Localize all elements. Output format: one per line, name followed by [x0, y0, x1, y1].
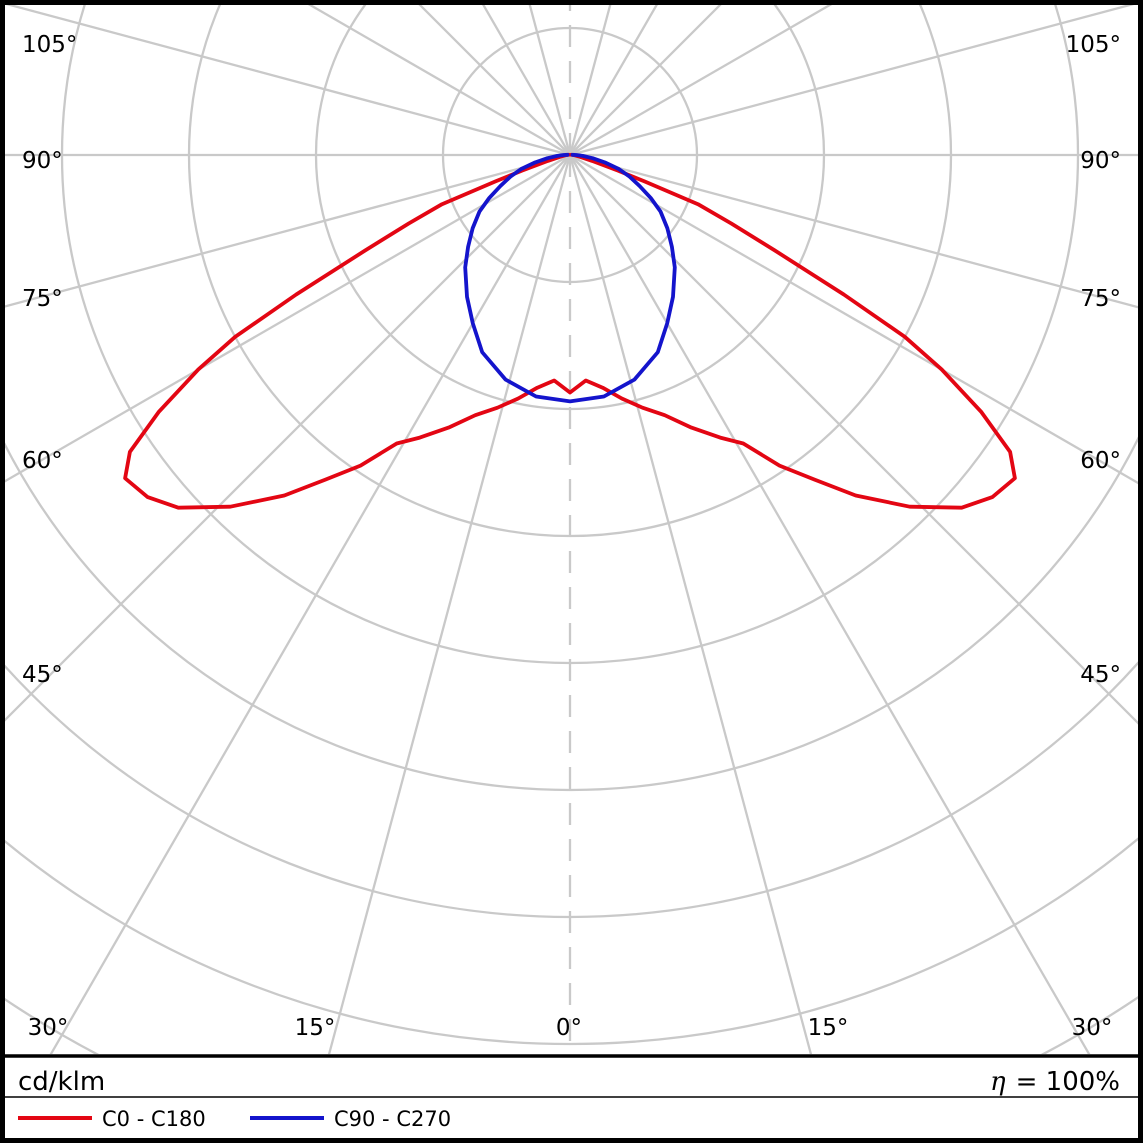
angle-label-right-75: 75° — [1080, 286, 1121, 312]
angle-label-bottom-15L: 15° — [295, 1015, 336, 1041]
grid-ring-5 — [5, 436, 1138, 791]
angle-label-left-60: 60° — [22, 448, 63, 474]
angle-label-left-75: 75° — [22, 286, 63, 312]
angle-label-right-90: 90° — [1080, 148, 1121, 174]
c0-c180-curve — [123, 152, 1017, 510]
angle-label-bottom-15R: 15° — [808, 1015, 849, 1041]
angle-label-left-105: 105° — [22, 32, 77, 58]
grid-spoke-60 — [569, 154, 1138, 485]
grid-spoke-345 — [327, 154, 572, 1054]
angle-labels: 105° 90° 75° 60° 45° 105° 90° 75° 60° 45… — [22, 32, 1121, 1041]
intensity-curves — [123, 152, 1017, 510]
eta-symbol: η — [990, 1067, 1006, 1097]
grid-spoke-120 — [569, 5, 833, 156]
grid-spoke-330 — [49, 154, 571, 1054]
grid-spoke-285 — [5, 153, 571, 308]
grid-spoke-300 — [5, 154, 571, 483]
angle-label-right-45: 45° — [1080, 662, 1121, 688]
c90-c270-curve — [463, 152, 677, 404]
angle-label-left-90: 90° — [22, 148, 63, 174]
angle-label-bottom-0: 0° — [556, 1015, 582, 1041]
legend-label-c0: C0 - C180 — [102, 1107, 206, 1131]
grid-spoke-30 — [569, 154, 1091, 1054]
legend-label-c90: C90 - C270 — [334, 1107, 451, 1131]
grid-spoke-105 — [569, 5, 1135, 157]
angle-label-right-105: 105° — [1066, 32, 1121, 58]
grid-spoke-315 — [5, 154, 571, 722]
footer: cd/klm η = 100% C0 - C180 C90 - C270 — [18, 1067, 1120, 1131]
angle-label-bottom-30L: 30° — [28, 1015, 69, 1041]
grid-ring-7 — [5, 837, 1138, 1045]
grid-spoke-225 — [418, 5, 571, 156]
grid-spoke-135 — [569, 5, 722, 156]
grid-spoke-255 — [5, 5, 571, 157]
grid-spoke-75 — [569, 153, 1138, 309]
efficiency-label: η = 100% — [990, 1067, 1120, 1097]
angle-label-left-45: 45° — [22, 662, 63, 688]
efficiency-value: = 100% — [1016, 1067, 1120, 1097]
angle-label-bottom-30R: 30° — [1072, 1015, 1113, 1041]
grid-spoke-45 — [569, 154, 1138, 725]
grid-spoke-240 — [307, 5, 571, 156]
unit-label: cd/klm — [18, 1067, 105, 1097]
grid-spoke-15 — [568, 154, 813, 1054]
angle-label-right-60: 60° — [1080, 448, 1121, 474]
